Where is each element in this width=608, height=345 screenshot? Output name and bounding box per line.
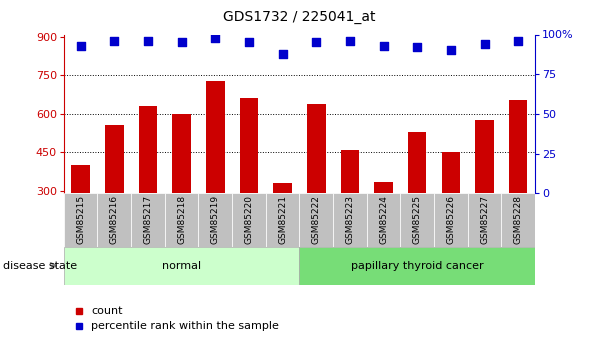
Point	[76, 43, 86, 48]
Point	[177, 40, 187, 45]
Bar	[139, 106, 157, 193]
Bar	[173, 114, 191, 193]
Bar	[468, 193, 502, 247]
Point	[109, 38, 119, 43]
Text: GSM85222: GSM85222	[312, 196, 321, 244]
Bar	[274, 183, 292, 193]
Text: GSM85225: GSM85225	[413, 195, 422, 245]
Text: GSM85223: GSM85223	[345, 195, 354, 245]
Bar	[240, 98, 258, 193]
Point	[311, 40, 321, 45]
Bar	[198, 193, 232, 247]
Text: GDS1732 / 225041_at: GDS1732 / 225041_at	[223, 10, 376, 24]
Bar	[105, 125, 123, 193]
Bar	[299, 247, 535, 285]
Text: GSM85216: GSM85216	[110, 195, 119, 245]
Point	[513, 38, 523, 43]
Bar	[434, 193, 468, 247]
Text: GSM85221: GSM85221	[278, 195, 287, 245]
Bar	[266, 193, 299, 247]
Bar	[502, 193, 535, 247]
Text: GSM85220: GSM85220	[244, 195, 254, 245]
Text: GSM85226: GSM85226	[446, 195, 455, 245]
Point	[446, 48, 456, 53]
Point	[412, 45, 422, 50]
Point	[480, 41, 489, 47]
Text: GSM85219: GSM85219	[211, 195, 220, 245]
Text: GSM85224: GSM85224	[379, 196, 388, 244]
Bar	[97, 193, 131, 247]
Bar	[232, 193, 266, 247]
Text: disease state: disease state	[3, 261, 77, 270]
Bar	[441, 152, 460, 193]
Bar	[64, 247, 299, 285]
Text: GSM85215: GSM85215	[76, 195, 85, 245]
Text: GSM85227: GSM85227	[480, 195, 489, 245]
Text: GSM85228: GSM85228	[514, 195, 523, 245]
Point	[345, 38, 355, 43]
Bar	[333, 193, 367, 247]
Bar	[307, 104, 325, 193]
Bar	[299, 193, 333, 247]
Text: papillary thyroid cancer: papillary thyroid cancer	[351, 261, 483, 270]
Bar	[64, 193, 97, 247]
Text: count: count	[91, 306, 123, 315]
Bar	[509, 100, 528, 193]
Point	[278, 51, 288, 56]
Point	[244, 40, 254, 45]
Text: GSM85217: GSM85217	[143, 195, 153, 245]
Point	[379, 43, 389, 48]
Bar	[408, 132, 426, 193]
Bar	[475, 120, 494, 193]
Text: percentile rank within the sample: percentile rank within the sample	[91, 321, 279, 331]
Bar	[131, 193, 165, 247]
Bar	[367, 193, 401, 247]
Point	[210, 35, 220, 40]
Bar	[165, 193, 198, 247]
Text: GSM85218: GSM85218	[177, 195, 186, 245]
Text: normal: normal	[162, 261, 201, 270]
Bar	[340, 150, 359, 193]
Bar	[71, 165, 90, 193]
Bar	[375, 182, 393, 193]
Bar	[206, 81, 224, 193]
Bar	[401, 193, 434, 247]
Point	[143, 38, 153, 43]
